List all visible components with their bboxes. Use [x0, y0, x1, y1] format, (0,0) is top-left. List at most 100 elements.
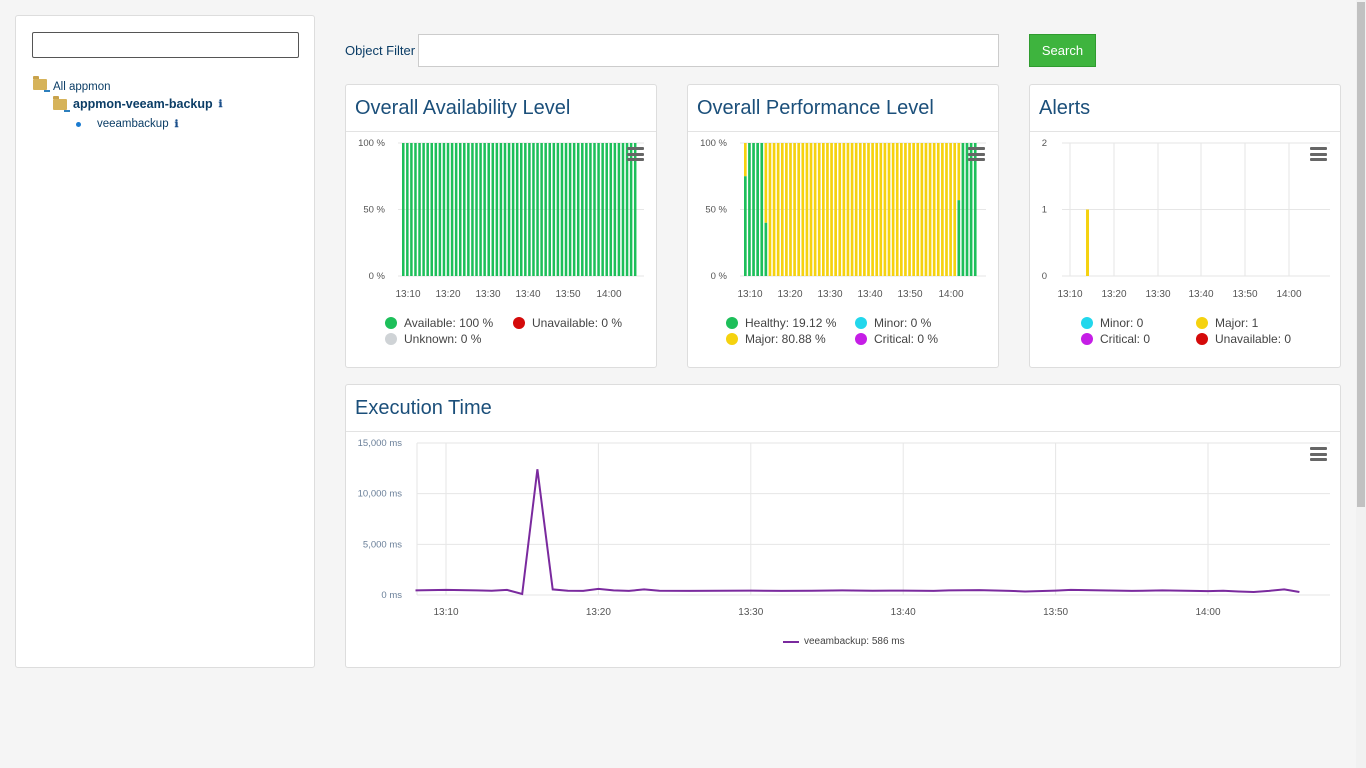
- chart-menu-icon[interactable]: [968, 147, 985, 161]
- x-tick-label: 13:20: [777, 289, 802, 300]
- x-tick-label: 13:10: [395, 289, 420, 300]
- legend-item-major[interactable]: Major: 1: [1196, 316, 1258, 330]
- search-button[interactable]: Search: [1029, 34, 1096, 67]
- x-tick-label: 13:20: [1101, 289, 1126, 300]
- legend-item-unavailable[interactable]: Unavailable: 0 %: [513, 316, 622, 330]
- page-scrollbar[interactable]: [1356, 0, 1366, 768]
- availability-card: Overall Availability Level 0 % 50 % 100 % 1…: [345, 84, 657, 368]
- bar-available: [520, 143, 523, 276]
- x-tick-label: 13:40: [1188, 289, 1213, 300]
- bar-available: [572, 143, 576, 276]
- x-tick-label: 13:50: [555, 289, 580, 300]
- scrollbar-thumb[interactable]: [1357, 2, 1365, 507]
- bar-major: [871, 143, 874, 276]
- bar-available: [503, 143, 507, 276]
- bar-available: [495, 143, 499, 276]
- info-icon[interactable]: ℹ: [174, 118, 179, 130]
- bar-major: [834, 143, 837, 276]
- y-tick-label: 0 %: [369, 271, 386, 282]
- legend-item-critical[interactable]: Critical: 0: [1081, 332, 1150, 346]
- legend-item-healthy[interactable]: Healthy: 19.12 %: [726, 316, 836, 330]
- bar-major: [900, 143, 903, 276]
- bar-available: [507, 143, 511, 276]
- y-tick-label: 100 %: [358, 138, 385, 149]
- legend-label: Unavailable: 0: [1215, 332, 1292, 346]
- legend-item-veeambackup[interactable]: veeambackup: 586 ms: [783, 636, 905, 647]
- bar-available: [536, 143, 539, 276]
- info-icon[interactable]: ℹ: [218, 98, 223, 110]
- legend-item-minor[interactable]: Minor: 0 %: [855, 316, 931, 330]
- bar-major: [945, 143, 948, 276]
- bar-available: [625, 143, 629, 276]
- bar-major: [912, 143, 915, 276]
- bar-major: [768, 143, 772, 276]
- bar-major: [846, 143, 850, 276]
- bar-available: [621, 143, 625, 276]
- object-filter-input[interactable]: [418, 34, 999, 67]
- bar-available: [564, 143, 568, 276]
- legend-dot-icon: [385, 317, 397, 329]
- bar-available: [617, 143, 621, 276]
- legend-item-major[interactable]: Major: 80.88 %: [726, 332, 826, 346]
- bar-available: [491, 143, 495, 276]
- tree-node-veeambackup[interactable]: veeambackup ℹ: [76, 114, 222, 134]
- y-tick-label: 15,000 ms: [358, 438, 403, 449]
- chart-menu-icon[interactable]: [1310, 447, 1327, 461]
- y-tick-label: 1: [1042, 205, 1047, 216]
- legend-item-unavailable[interactable]: Unavailable: 0: [1196, 332, 1291, 346]
- bar-available: [540, 143, 543, 276]
- x-tick-label: 14:00: [938, 289, 963, 300]
- bar-available: [499, 143, 503, 276]
- bar-available: [589, 143, 592, 276]
- bar-healthy: [744, 176, 747, 276]
- legend-label: Critical: 0 %: [874, 332, 939, 346]
- bar-available: [511, 143, 515, 276]
- x-tick-label: 13:40: [891, 607, 916, 618]
- object-filter-label: Object Filter: [345, 43, 416, 58]
- legend-label: Major: 1: [1215, 316, 1259, 330]
- bar-available: [552, 143, 556, 276]
- bar-available: [515, 143, 519, 276]
- x-tick-label: 13:40: [857, 289, 882, 300]
- tree-search-input[interactable]: [32, 32, 299, 58]
- y-tick-label: 100 %: [700, 138, 727, 149]
- bar-available: [487, 143, 490, 276]
- bar-major: [793, 143, 796, 276]
- bar-healthy: [957, 200, 961, 276]
- legend-dot-icon: [1196, 333, 1208, 345]
- card-title: Alerts: [1039, 97, 1091, 119]
- legend-item-minor[interactable]: Minor: 0: [1081, 316, 1143, 330]
- bar-major: [949, 143, 952, 276]
- tree-node-all-appmon[interactable]: All appmon: [33, 74, 222, 94]
- bar-major: [776, 143, 780, 276]
- bar-available: [426, 143, 429, 276]
- bar-major: [813, 143, 817, 276]
- x-tick-label: 13:10: [433, 607, 458, 618]
- tree-node-label: appmon-veeam-backup: [73, 97, 213, 111]
- bar-major: [863, 143, 866, 276]
- bar-major: [908, 143, 911, 276]
- bar-available: [609, 143, 613, 276]
- series-line-veeambackup: [415, 469, 1300, 596]
- x-tick-label: 13:40: [515, 289, 540, 300]
- bar-available: [528, 143, 531, 276]
- execution-time-card: Execution Time 0 ms 5,000 ms 10,000 ms 15,0…: [345, 384, 1341, 668]
- legend-item-available[interactable]: Available: 100 %: [385, 316, 493, 330]
- tree-node-appmon-veeam-backup[interactable]: appmon-veeam-backup ℹ: [53, 94, 222, 114]
- chart-menu-icon[interactable]: [1310, 147, 1327, 161]
- chart-menu-icon[interactable]: [627, 147, 644, 161]
- divider: [1030, 131, 1340, 132]
- legend-item-critical[interactable]: Critical: 0 %: [855, 332, 938, 346]
- bar-available: [442, 143, 446, 276]
- bar-available: [524, 143, 527, 276]
- sidebar-panel: All appmon appmon-veeam-backup ℹ veeamba…: [15, 15, 315, 668]
- card-title: Overall Availability Level: [355, 97, 571, 119]
- object-tree: All appmon appmon-veeam-backup ℹ veeamba…: [31, 74, 222, 134]
- tree-node-label: veeambackup: [97, 118, 169, 130]
- bar-available: [414, 143, 417, 276]
- x-tick-label: 14:00: [596, 289, 621, 300]
- divider: [688, 131, 998, 132]
- legend-item-unknown[interactable]: Unknown: 0 %: [385, 332, 481, 346]
- bar-available: [438, 143, 442, 276]
- legend-label: Available: 100 %: [404, 316, 494, 330]
